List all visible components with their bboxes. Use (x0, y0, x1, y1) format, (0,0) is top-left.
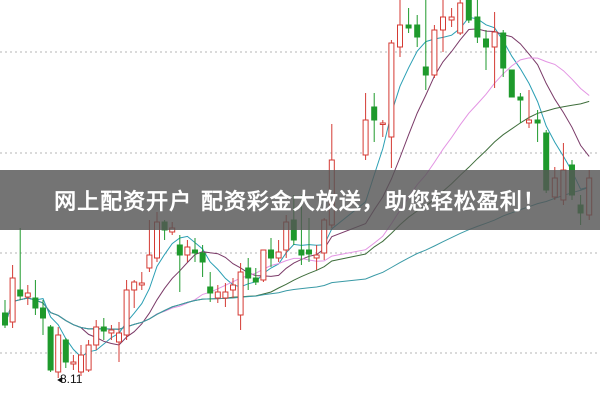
candle-down (371, 106, 378, 121)
candle-down (199, 252, 206, 263)
candle-down (465, 0, 472, 21)
candle-up (214, 291, 221, 299)
candle-down (414, 24, 421, 38)
candle-up (260, 249, 267, 281)
candle-down (252, 277, 259, 283)
candle-down (192, 249, 198, 254)
candle-down (298, 249, 305, 256)
moving-average-line (4, 16, 590, 358)
candle-down (32, 297, 39, 309)
candle-up (526, 119, 532, 124)
candle-up (55, 334, 62, 373)
candle-up (431, 29, 438, 76)
candle-down (207, 286, 214, 294)
candle-down (405, 24, 412, 29)
candle-up (275, 251, 282, 259)
candle-down (62, 339, 69, 363)
candle-up (440, 16, 446, 31)
candle-down (245, 267, 252, 279)
candle-up (313, 254, 320, 259)
candle-up (93, 326, 100, 346)
candle-down (517, 96, 524, 101)
candle-up (123, 289, 130, 336)
candle-down (100, 326, 107, 332)
candle-down (508, 69, 515, 98)
candle-down (500, 32, 507, 69)
candle-down (474, 16, 481, 38)
candle-up (388, 42, 395, 138)
candle-up (457, 2, 464, 34)
candle-up (230, 284, 236, 291)
low-price-arrow-icon (57, 377, 63, 383)
candle-up (24, 292, 31, 298)
candle-down (17, 289, 24, 297)
candle-up (116, 332, 122, 343)
candle-up (184, 246, 191, 256)
promo-banner-text: 网上配资开户 配资彩金大放送，助您轻松盈利！ (54, 190, 546, 215)
candle-up (108, 329, 115, 334)
candle-up (362, 119, 369, 156)
candle-down (422, 66, 429, 76)
candle-up (78, 354, 84, 373)
candle-up (146, 254, 153, 269)
candle-up (138, 282, 145, 286)
candle-up (397, 24, 403, 48)
low-price-label: 8.11 (60, 372, 83, 386)
candle-down (306, 249, 312, 255)
candle-down (47, 326, 54, 371)
candle-up (379, 122, 386, 125)
candle-up (222, 291, 229, 299)
candle-down (483, 38, 489, 48)
candle-down (2, 312, 8, 326)
candle-down (268, 249, 274, 259)
candle-down (534, 119, 541, 124)
candle-up (131, 281, 138, 291)
candle-down (176, 244, 183, 256)
candle-up (448, 16, 455, 21)
candle-down (40, 307, 46, 319)
candle-up (237, 271, 244, 316)
candle-up (491, 31, 498, 48)
promo-banner[interactable]: 网上配资开户 配资彩金大放送，助您轻松盈利！ (0, 170, 600, 230)
candle-up (70, 361, 77, 365)
candle-up (9, 277, 16, 323)
candle-up (85, 344, 92, 371)
